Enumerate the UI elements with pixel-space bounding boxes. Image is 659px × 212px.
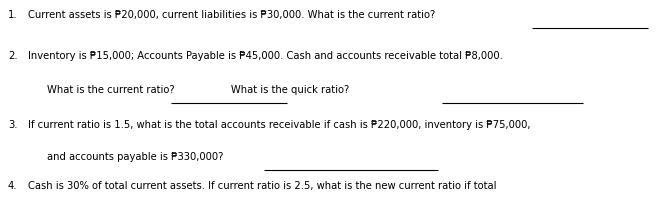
Text: Current assets is ₱20,000, current liabilities is ₱30,000. What is the current r: Current assets is ₱20,000, current liabi… (28, 10, 435, 20)
Text: What is the current ratio?                  What is the quick ratio?: What is the current ratio? What is the q… (47, 85, 350, 95)
Text: Cash is 30% of total current assets. If current ratio is 2.5, what is the new cu: Cash is 30% of total current assets. If … (28, 181, 496, 191)
Text: 2.: 2. (8, 51, 18, 61)
Text: 3.: 3. (8, 120, 17, 130)
Text: 4.: 4. (8, 181, 17, 191)
Text: Inventory is ₱15,000; Accounts Payable is ₱45,000. Cash and accounts receivable : Inventory is ₱15,000; Accounts Payable i… (28, 51, 503, 61)
Text: and accounts payable is ₱330,000?: and accounts payable is ₱330,000? (47, 152, 224, 162)
Text: 1.: 1. (8, 10, 18, 20)
Text: If current ratio is 1.5, what is the total accounts receivable if cash is ₱220,0: If current ratio is 1.5, what is the tot… (28, 120, 530, 130)
